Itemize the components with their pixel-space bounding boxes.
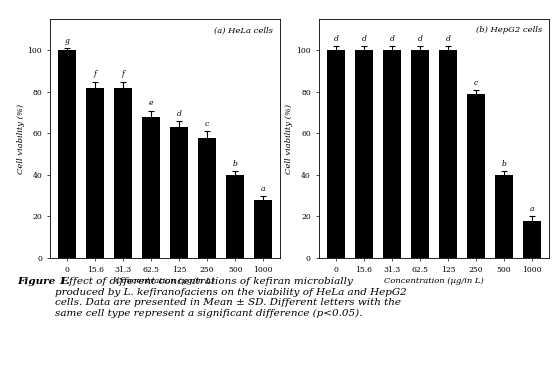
- Y-axis label: Cell viability (%): Cell viability (%): [17, 104, 25, 174]
- Text: (a) HeLa cells: (a) HeLa cells: [214, 27, 273, 34]
- Bar: [439, 50, 457, 258]
- X-axis label: Concentration (µg/in L): Concentration (µg/in L): [115, 277, 215, 285]
- Bar: [383, 50, 401, 258]
- Bar: [355, 50, 373, 258]
- Text: a: a: [530, 205, 534, 213]
- Bar: [170, 127, 188, 258]
- Text: g: g: [65, 37, 69, 45]
- Y-axis label: Cell viability (%): Cell viability (%): [286, 104, 293, 174]
- Bar: [226, 175, 244, 258]
- Text: d: d: [362, 35, 366, 43]
- Bar: [467, 94, 485, 258]
- Text: e: e: [149, 99, 153, 107]
- Bar: [495, 175, 513, 258]
- Bar: [523, 221, 541, 258]
- Bar: [86, 88, 104, 258]
- Bar: [254, 200, 272, 258]
- Text: b: b: [502, 160, 506, 167]
- Text: d: d: [446, 35, 450, 43]
- Text: f: f: [94, 70, 97, 79]
- Text: b: b: [233, 160, 237, 167]
- Bar: [58, 50, 76, 258]
- Text: d: d: [418, 35, 422, 43]
- Text: d: d: [177, 110, 181, 118]
- Text: a: a: [261, 184, 265, 192]
- Bar: [142, 117, 160, 258]
- Text: d: d: [334, 35, 338, 43]
- Bar: [114, 88, 132, 258]
- Text: c: c: [205, 120, 209, 128]
- Text: Figure 1.: Figure 1.: [17, 277, 69, 286]
- Bar: [327, 50, 345, 258]
- Text: (b) HepG2 cells: (b) HepG2 cells: [476, 27, 542, 34]
- Bar: [198, 137, 216, 258]
- Text: Effect of different concentrations of kefiran microbially
produced by L. kefiran: Effect of different concentrations of ke…: [55, 277, 407, 318]
- Text: d: d: [390, 35, 394, 43]
- Bar: [411, 50, 429, 258]
- Text: c: c: [474, 79, 478, 87]
- X-axis label: Concentration (µg/in L): Concentration (µg/in L): [384, 277, 484, 285]
- Text: f: f: [122, 70, 125, 79]
